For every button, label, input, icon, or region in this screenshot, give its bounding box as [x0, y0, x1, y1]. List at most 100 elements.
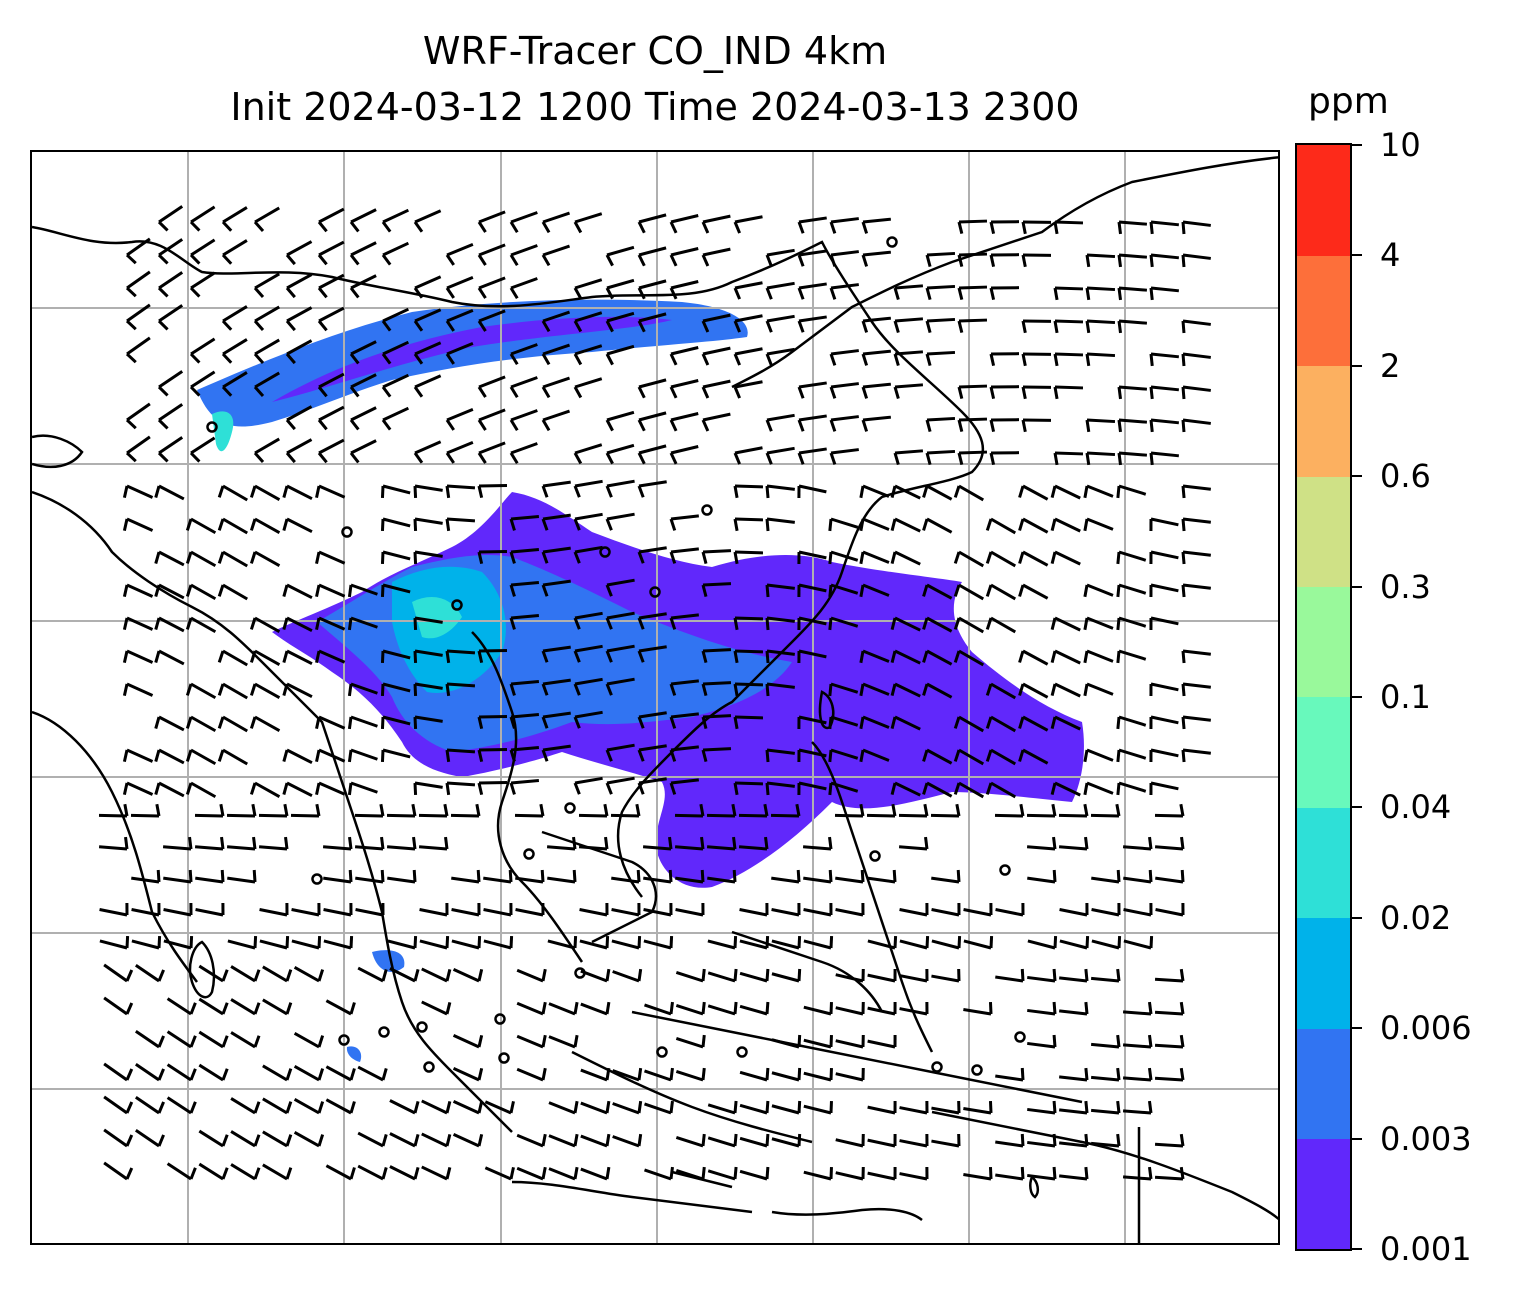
- wind-barb-flag: [765, 782, 770, 796]
- wind-barb: [898, 813, 928, 818]
- wind-barb: [1054, 550, 1081, 566]
- wind-barb: [734, 484, 764, 489]
- wind-barb: [414, 374, 442, 389]
- wind-barb-flag: [221, 1002, 229, 1015]
- wind-barb: [771, 1038, 800, 1049]
- wind-barb: [1150, 517, 1179, 527]
- wind-barb: [1118, 748, 1147, 760]
- wind-barb-flag: [1053, 353, 1059, 367]
- wind-barb: [382, 715, 411, 726]
- wind-barb-flag: [605, 353, 614, 366]
- wind-barb: [610, 813, 640, 818]
- wind-barb-flag: [1179, 1034, 1185, 1048]
- wind-barb: [1154, 845, 1184, 851]
- wind-barb-flag: [957, 221, 964, 235]
- wind-barb: [830, 283, 859, 290]
- wind-barb: [675, 1168, 704, 1181]
- wind-barb-flag: [217, 518, 225, 531]
- wind-barb: [195, 876, 224, 884]
- wind-barb: [958, 318, 988, 323]
- wind-barb-flag: [253, 451, 265, 463]
- wind-barb: [222, 715, 248, 733]
- wind-barb-flag: [701, 1166, 706, 1180]
- wind-barb-flag: [1018, 749, 1025, 762]
- wind-barb-flag: [985, 749, 993, 762]
- wind-barb-flag: [509, 1100, 515, 1114]
- wind-barb-flag: [765, 419, 773, 432]
- wind-barb: [1122, 1109, 1152, 1115]
- calm-marker: [1014, 1031, 1026, 1043]
- wind-barb: [1182, 319, 1211, 326]
- wind-barb-flag: [765, 452, 773, 465]
- wind-barb: [1027, 1107, 1056, 1115]
- wind-barb-flag: [989, 287, 996, 301]
- wind-barb: [867, 973, 896, 983]
- wind-barb-flag: [349, 254, 360, 266]
- wind-barb-flag: [605, 1166, 611, 1180]
- wind-barb: [1150, 583, 1179, 593]
- wind-barb-flag: [890, 683, 897, 697]
- wind-barb: [452, 1099, 480, 1115]
- wind-barb: [830, 616, 859, 628]
- wind-barb-flag: [701, 1133, 706, 1147]
- wind-barb-flag: [797, 221, 805, 234]
- wind-barb-flag: [1116, 1100, 1121, 1114]
- wind-barb: [926, 682, 953, 699]
- map-panel[interactable]: [30, 150, 1280, 1245]
- wind-barb-flag: [1181, 716, 1186, 730]
- wind-barb: [222, 649, 248, 667]
- wind-barb-flag: [349, 386, 360, 398]
- wind-barb-flag: [221, 1167, 229, 1180]
- wind-barb: [963, 1173, 992, 1181]
- wind-barb: [580, 1068, 608, 1082]
- wind-barb-flag: [828, 518, 833, 532]
- wind-barb-flag: [829, 221, 837, 234]
- wind-barb: [707, 1136, 736, 1148]
- wind-barb-flag: [1149, 386, 1154, 400]
- wind-barb: [574, 212, 603, 224]
- wind-barb: [1054, 715, 1081, 731]
- wind-barb-flag: [573, 320, 583, 333]
- wind-barb: [516, 1067, 544, 1082]
- wind-barb: [739, 1004, 768, 1016]
- wind-barb: [675, 1135, 704, 1148]
- wind-barb-flag: [317, 935, 322, 949]
- wind-barb-flag: [669, 716, 677, 729]
- wind-barb: [254, 371, 280, 389]
- wind-barb-flag: [1116, 650, 1121, 664]
- wind-barb-flag: [1052, 1100, 1057, 1114]
- wind-barb: [350, 616, 378, 629]
- wind-barb-flag: [957, 452, 964, 466]
- wind-barb-flag: [637, 287, 646, 300]
- wind-barb: [286, 405, 313, 422]
- wind-barb-flag: [125, 935, 130, 949]
- wind-barb-flag: [315, 716, 321, 730]
- wind-barb-flag: [859, 485, 865, 499]
- wind-barb-flag: [893, 320, 900, 333]
- wind-barb-flag: [315, 584, 321, 598]
- wind-barb: [771, 1137, 800, 1148]
- wind-barb: [510, 779, 540, 785]
- wind-barb-flag: [953, 617, 961, 630]
- wind-barb: [612, 1102, 640, 1115]
- wind-barb: [1122, 1010, 1152, 1016]
- wind-barb: [414, 308, 442, 323]
- wind-barb-flag: [988, 1001, 993, 1015]
- wind-barb: [542, 513, 571, 521]
- wind-barb-flag: [701, 683, 708, 696]
- wind-barb: [670, 247, 699, 257]
- wind-barb-flag: [189, 1101, 197, 1114]
- wind-barb: [766, 781, 795, 788]
- wind-barb: [198, 1129, 224, 1148]
- wind-barb: [1022, 517, 1049, 534]
- wind-barb-flag: [605, 935, 610, 949]
- wind-barb: [446, 275, 474, 290]
- calm-markers: [206, 236, 1026, 1076]
- wind-barb-flag: [217, 749, 225, 762]
- wind-barb-flag: [1116, 749, 1121, 763]
- wind-barb: [702, 214, 731, 224]
- wind-barb-flag: [637, 551, 645, 564]
- wind-barb-flag: [349, 353, 360, 365]
- wind-barb-flag: [953, 650, 961, 663]
- wind-barb: [286, 517, 313, 534]
